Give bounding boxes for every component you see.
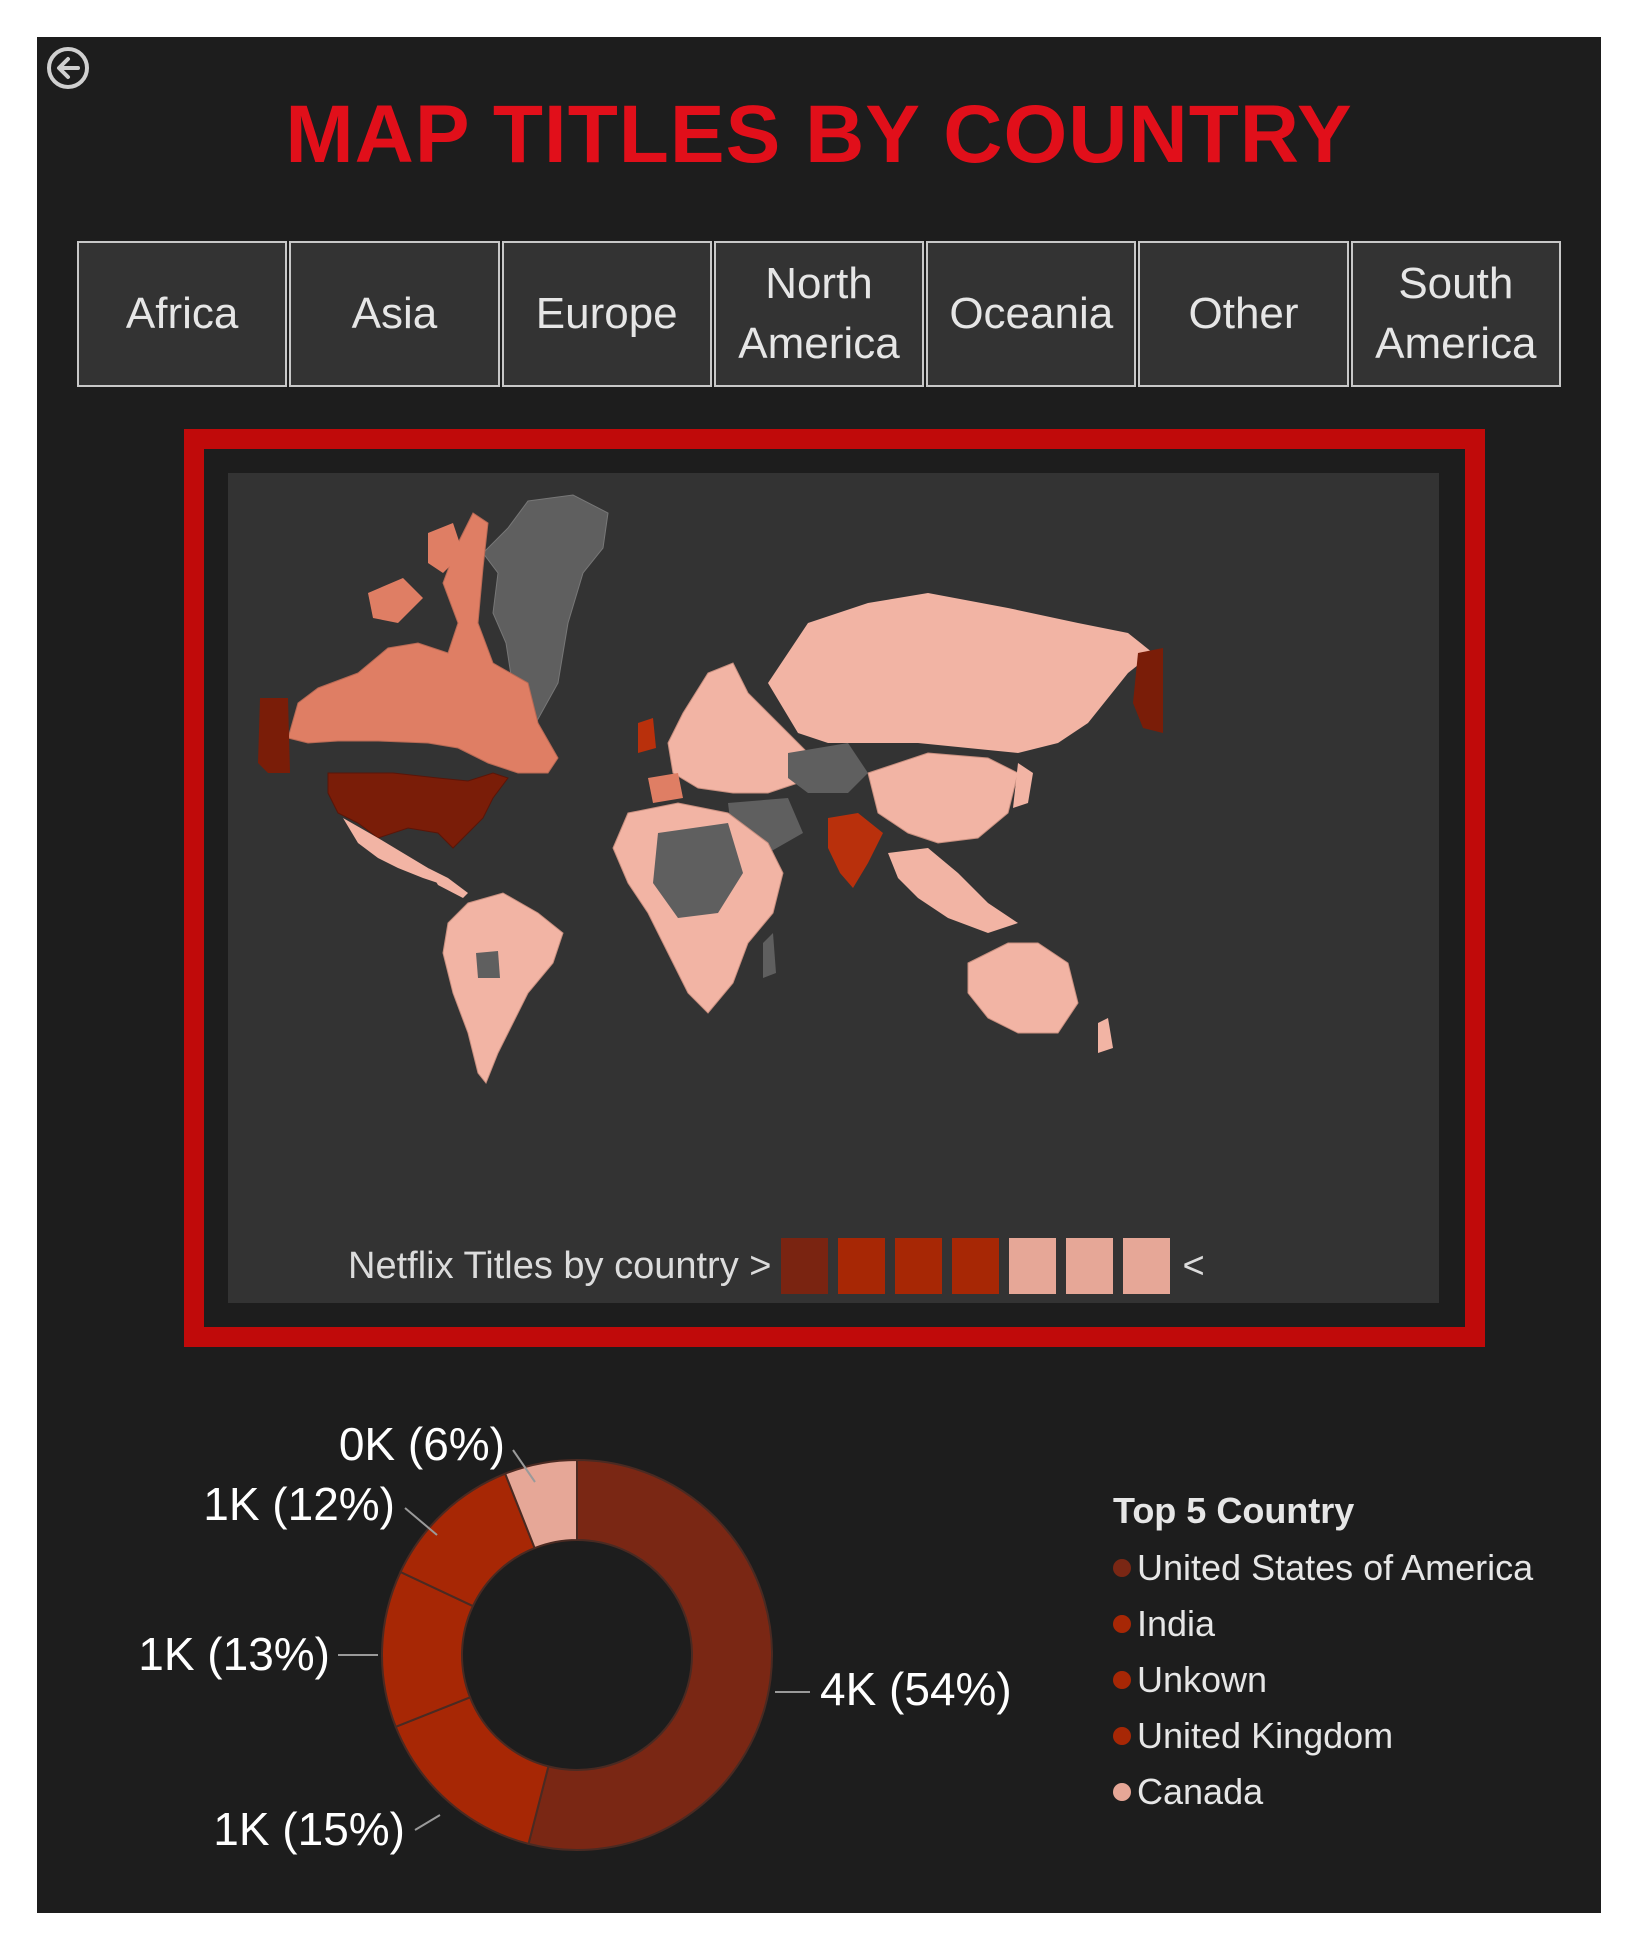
legend-label: United States of America [1137,1547,1534,1588]
map-legend-swatch [1066,1238,1114,1294]
donut-slices [381,1458,773,1851]
map-region-central-america[interactable] [428,868,468,898]
map-legend-swatch [952,1238,1000,1294]
map-region-central-africa[interactable] [653,823,743,918]
map-legend-label: Netflix Titles by country > [348,1244,772,1287]
map-legend-swatch [1009,1238,1057,1294]
legend-items: United States of America India Unkown Unite… [1113,1540,1533,1820]
map-region-canada-islands-2[interactable] [428,523,463,573]
donut-leader-line [414,1814,441,1831]
map-inner-border: Netflix Titles by country > < [204,449,1465,1327]
legend-label: United Kingdom [1137,1715,1394,1756]
legend-item[interactable]: United States of America [1113,1540,1533,1596]
legend-item[interactable]: Unkown [1113,1652,1533,1708]
map-region-central-asia[interactable] [788,743,868,793]
map-region-japan[interactable] [1013,763,1033,808]
page-title: MAP TITLES BY COUNTRY [285,89,1353,180]
map-region-alaska[interactable] [258,698,290,773]
map-region-bolivia[interactable] [476,951,500,978]
map-region-canada-islands[interactable] [368,578,423,623]
back-arrow-icon[interactable] [44,44,92,92]
map-region-russia[interactable] [768,593,1153,753]
legend-label: Unkown [1137,1659,1268,1700]
legend-dot [1113,1783,1131,1801]
top-countries-donut-chart: 4K (54%) 1K (15%) 1K (13%) 1K (12%) 0K (6%) [138,1418,1012,1855]
legend-dot [1113,1559,1131,1577]
donut-data-label: 4K (54%) [820,1663,1012,1715]
world-map-shapes[interactable] [228,473,1439,1303]
map-legend-swatch [1123,1238,1171,1294]
map-region-india[interactable] [828,813,883,888]
legend-dot [1113,1671,1131,1689]
legend-dot [1113,1727,1131,1745]
map-region-southeast-asia[interactable] [888,848,1018,933]
donut-data-label: 1K (15%) [213,1803,405,1855]
legend-item[interactable]: United Kingdom [1113,1708,1533,1764]
map-frame: Netflix Titles by country > < [184,429,1485,1347]
filter-south-america-button[interactable]: South America [1350,241,1561,387]
legend-title: Top 5 Country [1113,1490,1355,1531]
donut-data-label: 0K (6%) [339,1418,505,1470]
map-legend-swatch [838,1238,886,1294]
map-region-canada[interactable] [287,512,559,774]
map-legend: Netflix Titles by country > < [348,1238,1205,1294]
donut-labels: 4K (54%) 1K (15%) 1K (13%) 1K (12%) 0K (6%) [138,1418,1012,1855]
world-map[interactable]: Netflix Titles by country > < [228,473,1439,1303]
map-region-uk[interactable] [638,718,656,753]
filter-oceania-button[interactable]: Oceania [926,241,1137,387]
legend-dot [1113,1615,1131,1633]
region-filter-bar: Africa Asia Europe North America Oceania… [77,241,1561,387]
filter-other-button[interactable]: Other [1138,241,1349,387]
donut-data-label: 1K (13%) [138,1628,330,1680]
donut-leader-line [404,1507,438,1536]
filter-asia-button[interactable]: Asia [289,241,500,387]
filter-europe-button[interactable]: Europe [501,241,712,387]
map-region-new-zealand[interactable] [1098,1018,1113,1053]
map-legend-swatches [781,1238,1180,1294]
map-legend-swatch [781,1238,829,1294]
map-legend-end: < [1182,1244,1205,1287]
donut-slice[interactable] [527,1458,773,1851]
chart-legend: Top 5 Country United States of America In… [1113,1488,1533,1820]
donut-leader-line [512,1449,536,1483]
legend-item[interactable]: India [1113,1596,1533,1652]
map-region-mexico[interactable] [343,818,438,883]
map-region-australia[interactable] [967,942,1079,1034]
donut-data-label: 1K (12%) [203,1478,395,1530]
map-region-russia-east[interactable] [1133,648,1163,733]
legend-label: Canada [1137,1771,1264,1812]
map-region-madagascar[interactable] [763,933,776,978]
filter-africa-button[interactable]: Africa [77,241,288,387]
legend-label: India [1137,1603,1216,1644]
map-legend-swatch [895,1238,943,1294]
donut-slice[interactable] [394,1696,550,1846]
map-region-spain[interactable] [648,773,683,803]
map-region-china[interactable] [867,752,1019,844]
filter-north-america-button[interactable]: North America [713,241,925,387]
map-region-south-america[interactable] [442,892,564,1084]
map-region-usa[interactable] [327,772,509,849]
legend-item[interactable]: Canada [1113,1764,1533,1820]
